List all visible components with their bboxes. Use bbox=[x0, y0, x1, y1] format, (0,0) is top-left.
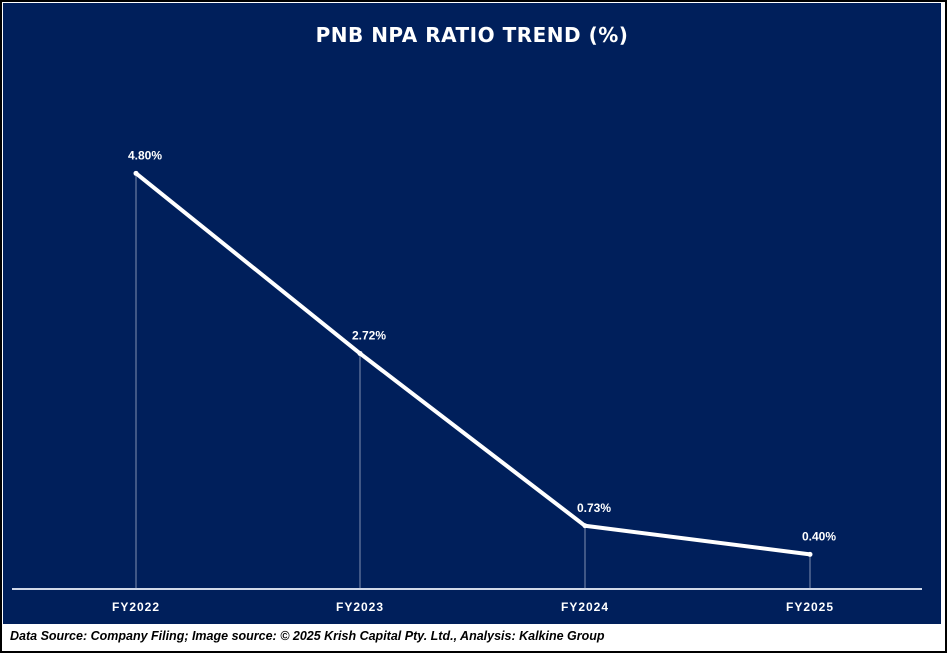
x-tick-label-FY2023: FY2023 bbox=[336, 600, 384, 614]
data-point-FY2023 bbox=[357, 350, 363, 356]
chart-title: PNB NPA RATIO TREND (%) bbox=[315, 23, 629, 47]
data-point-FY2022 bbox=[133, 170, 139, 176]
data-point-FY2024 bbox=[582, 523, 588, 529]
x-tick-label-FY2025: FY2025 bbox=[786, 600, 834, 614]
x-tick-label-FY2024: FY2024 bbox=[561, 600, 609, 614]
data-label-FY2025: 0.40% bbox=[802, 529, 836, 543]
chart-panel: PNB NPA RATIO TREND (%) bbox=[3, 3, 941, 624]
data-point-FY2025 bbox=[807, 551, 813, 557]
data-label-FY2022: 4.80% bbox=[128, 148, 162, 162]
data-label-FY2023: 2.72% bbox=[352, 328, 386, 342]
series-line bbox=[134, 171, 812, 557]
x-tick-label-FY2022: FY2022 bbox=[112, 600, 160, 614]
data-label-FY2024: 0.73% bbox=[577, 501, 611, 515]
source-caption: Data Source: Company Filing; Image sourc… bbox=[10, 629, 605, 643]
